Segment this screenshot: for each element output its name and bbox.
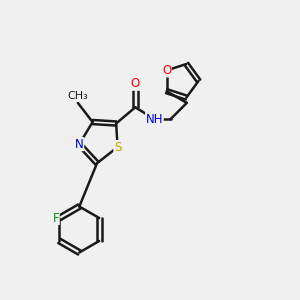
Text: F: F — [52, 212, 59, 224]
Text: O: O — [162, 64, 171, 77]
Text: N: N — [75, 138, 84, 151]
Text: S: S — [114, 141, 121, 154]
Text: O: O — [131, 77, 140, 90]
Text: NH: NH — [146, 112, 163, 126]
Text: CH₃: CH₃ — [68, 92, 88, 101]
